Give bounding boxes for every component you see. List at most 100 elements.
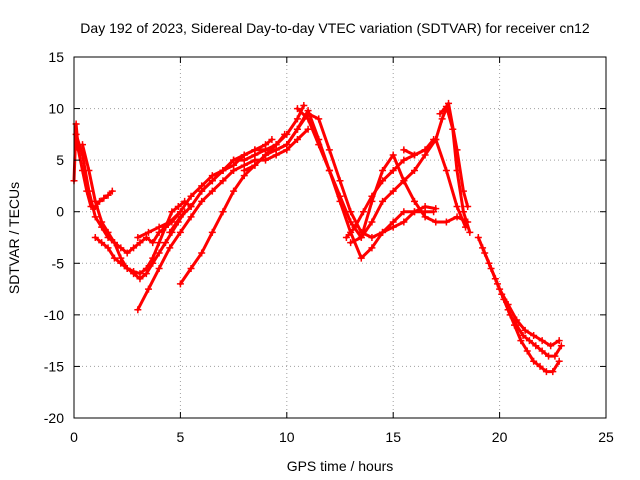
data-point <box>466 228 474 236</box>
y-tick-label: -5 <box>52 255 65 271</box>
data-point <box>187 203 195 211</box>
y-axis-label: SDTVAR / TECUs <box>6 182 22 294</box>
data-point <box>149 239 157 247</box>
data-point <box>300 101 308 109</box>
data-point <box>262 151 270 159</box>
data-point <box>400 156 408 164</box>
x-tick-label: 10 <box>279 429 295 445</box>
data-point <box>100 194 108 202</box>
data-point <box>219 208 227 216</box>
series-track-5 <box>134 125 312 314</box>
data-point <box>359 208 367 216</box>
data-point <box>240 166 248 174</box>
data-point <box>368 234 376 241</box>
series-track-12 <box>347 151 472 247</box>
series-line <box>481 246 561 374</box>
axes: 0 5 10 15 20 25 -20 -15 -10 -5 0 5 10 15 <box>44 49 614 445</box>
data-point <box>136 270 144 278</box>
data-point <box>91 234 99 241</box>
data-point <box>176 280 184 288</box>
data-point <box>85 166 93 174</box>
data-point <box>304 115 312 123</box>
series-track-10 <box>240 107 440 262</box>
data-point <box>536 362 544 370</box>
data-point <box>144 285 152 293</box>
data-point <box>230 187 238 195</box>
series-track-18 <box>496 285 563 350</box>
x-tick-label: 0 <box>70 429 78 445</box>
y-tick-label: 15 <box>48 49 64 65</box>
data-point <box>549 368 557 376</box>
y-tick-label: 5 <box>56 152 64 168</box>
y-tick-label: -15 <box>44 358 64 374</box>
data-point <box>208 187 216 195</box>
data-point <box>530 357 538 365</box>
data-point <box>219 166 227 174</box>
series-line <box>74 132 182 255</box>
data-point <box>557 342 565 350</box>
data-point <box>104 191 112 199</box>
data-point <box>130 268 138 276</box>
data-point <box>436 110 444 118</box>
data-point <box>400 146 408 154</box>
data-point <box>176 228 184 236</box>
data-point <box>347 239 355 247</box>
data-point <box>104 228 112 236</box>
data-point <box>283 141 291 149</box>
data-point <box>176 213 184 221</box>
data-point <box>410 208 418 216</box>
data-point <box>453 166 461 174</box>
data-point <box>551 352 559 360</box>
data-point <box>79 141 87 149</box>
data-point <box>547 342 555 350</box>
data-point <box>389 151 397 159</box>
data-point <box>504 301 512 309</box>
data-point <box>453 203 461 211</box>
data-point <box>136 239 144 247</box>
data-point <box>251 161 259 169</box>
data-point <box>155 264 163 272</box>
data-point <box>368 192 376 200</box>
y-tick-label: 10 <box>48 101 64 117</box>
data-point <box>368 244 376 252</box>
data-point <box>325 146 333 154</box>
data-point <box>351 223 359 231</box>
data-point <box>155 249 163 257</box>
data-point <box>134 234 142 241</box>
data-point <box>187 213 195 221</box>
data-point <box>410 166 418 174</box>
data-point <box>166 218 174 226</box>
data-point <box>281 130 289 138</box>
series-line <box>498 287 561 348</box>
series-line <box>344 138 436 239</box>
y-tick-label: -20 <box>44 410 64 426</box>
data-point <box>491 275 499 283</box>
data-point <box>155 223 163 231</box>
data-point <box>293 125 301 133</box>
x-tick-label: 25 <box>598 429 614 445</box>
data-point <box>98 239 106 247</box>
data-point <box>479 244 487 252</box>
data-point <box>432 136 440 144</box>
data-point <box>130 244 138 252</box>
series-track-11 <box>293 105 470 241</box>
data-point <box>389 218 397 226</box>
data-point <box>530 331 538 339</box>
data-point <box>410 197 418 205</box>
data-point <box>432 218 440 226</box>
data-point <box>91 197 99 205</box>
y-tick-label: 0 <box>56 204 64 220</box>
series-track-7 <box>176 130 289 288</box>
x-tick-label: 5 <box>177 429 185 445</box>
data-point <box>155 239 163 247</box>
data-point <box>525 337 533 345</box>
data-point <box>379 177 387 185</box>
data-point <box>134 306 142 314</box>
data-point <box>510 321 518 329</box>
data-point <box>389 187 397 195</box>
data-point <box>142 234 150 241</box>
data-point <box>144 228 152 236</box>
series-line <box>136 127 310 312</box>
data-point <box>208 177 216 185</box>
